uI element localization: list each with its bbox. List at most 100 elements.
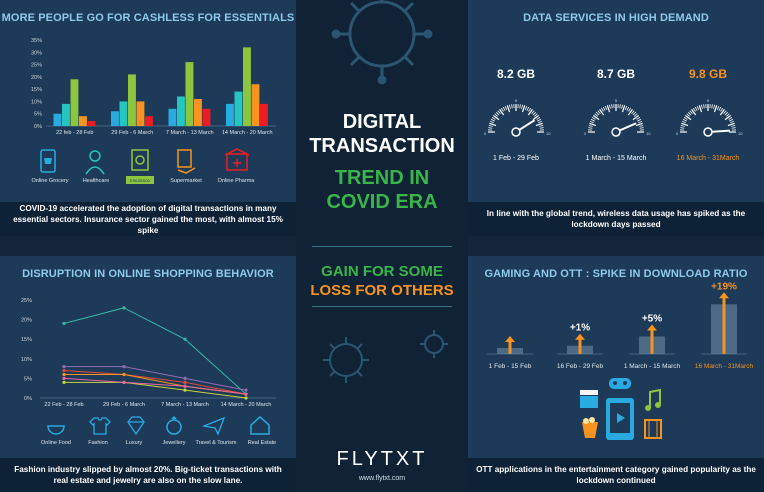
cashless-caption: COVID-19 accelerated the adoption of dig… (0, 202, 296, 236)
bar (79, 116, 87, 126)
legend-label: Fashion (88, 440, 108, 446)
gauge-tick (597, 110, 601, 115)
bar (194, 98, 202, 126)
center-column: DIGITAL TRANSACTION TREND IN COVID ERA G… (296, 0, 468, 492)
gauge-tick (589, 122, 597, 127)
gaming-title: GAMING AND OTT : SPIKE IN DOWNLOAD RATIO (484, 268, 748, 280)
gauge-period: 1 March - 15 March (586, 155, 647, 162)
series-point (122, 380, 126, 384)
ring-icon (166, 416, 182, 435)
gauge-tick (637, 118, 642, 122)
gauge-tick (589, 120, 594, 124)
gauge-period: 1 Feb - 29 Feb (493, 155, 539, 162)
gauge-tick (724, 115, 732, 121)
gaming-panel: GAMING AND OTT : SPIKE IN DOWNLOAD RATIO… (468, 256, 764, 492)
center-title-line1: DIGITAL (342, 111, 422, 133)
x-tick-label: 7 March - 13 March (161, 402, 209, 408)
legend-label: Online Grocery (32, 178, 69, 184)
gauge-tick (635, 122, 643, 127)
bar (87, 121, 96, 126)
gaming-caption: OTT applications in the entertainment ca… (468, 458, 764, 492)
gauge-tick (601, 107, 604, 112)
gauge-tick (494, 113, 499, 117)
gauge-tick (728, 117, 733, 120)
gem-icon (127, 416, 145, 436)
legend-label: Jewellery (163, 440, 186, 446)
center-title-line3: TREND IN (334, 167, 430, 189)
gauge-tick (633, 113, 638, 117)
gauge-tick (731, 125, 736, 127)
gauge-tick (731, 127, 736, 129)
series-point (183, 388, 187, 392)
gauge-tick (539, 125, 544, 127)
data-services-caption: In line with the global trend, wireless … (468, 202, 764, 236)
y-tick-label: 10% (21, 357, 32, 363)
arrow-head (719, 292, 729, 299)
series-point (62, 321, 66, 326)
gauge-hub (511, 127, 521, 137)
website-url[interactable]: www.flytxt.com (358, 475, 406, 482)
gauge-tick (636, 117, 641, 120)
legend-label: Supermarket (170, 178, 202, 184)
y-tick-label: 15% (31, 87, 42, 93)
y-tick-label: 0% (34, 124, 42, 130)
bar-label: +5% (642, 314, 662, 325)
series-point (122, 365, 126, 369)
gauge-tick (724, 111, 729, 116)
gauge-tick (698, 105, 703, 113)
gauge-tick (713, 104, 715, 109)
series-point (183, 376, 187, 380)
gauge-tick (606, 105, 611, 113)
gauge-tick (488, 125, 493, 127)
gauge-mid: 5 (515, 98, 518, 103)
gauge-tick (506, 105, 511, 113)
flytxt-logo: FLYTXT (336, 448, 428, 470)
x-tick-label: 16 March - 31March (695, 363, 754, 370)
gauge-tick (490, 118, 495, 122)
gauge-tick (716, 105, 720, 110)
shopping-panel: DISRUPTION IN ONLINE SHOPPING BEHAVIOR 0… (0, 256, 296, 492)
gauge-tick (528, 107, 531, 112)
doctor-icon (85, 150, 105, 175)
data-services-panel: DATA SERVICES IN HIGH DEMAND 8.2 GB 0 5 10 1… (468, 0, 764, 236)
gaming-icons (580, 378, 662, 440)
gauge-tick (693, 107, 696, 112)
y-tick-label: 20% (31, 75, 42, 81)
y-tick-label: 25% (31, 63, 42, 69)
gauge-tick (492, 115, 500, 121)
bar (70, 79, 79, 126)
gauge-tick (497, 110, 501, 115)
gauge-tick (491, 117, 496, 120)
gauge-tick (532, 115, 540, 121)
gauge-tick (538, 120, 543, 124)
gauge-tick (521, 104, 523, 109)
gauge-tick (694, 106, 698, 111)
shopping-title: DISRUPTION IN ONLINE SHOPPING BEHAVIOR (22, 268, 274, 280)
series-point (122, 306, 126, 310)
gauge-tick (521, 105, 526, 113)
cashless-bar-chart: 0% 5% 10% 15% 20% 25% 30% 35% 22 feb - 28 Feb 29 … (31, 38, 276, 184)
arrow-head (575, 333, 585, 340)
bar (185, 62, 194, 126)
bar (53, 113, 62, 126)
x-tick-label: 1 Feb - 15 Feb (489, 363, 532, 370)
shirt-icon (89, 417, 111, 435)
gauge-tick (595, 111, 600, 116)
y-tick-label: 35% (31, 38, 42, 44)
gauge-tick (631, 110, 635, 115)
gauge-value: 8.2 GB (497, 67, 535, 81)
bar (136, 101, 145, 126)
gauge-tick (639, 125, 644, 127)
series-line (64, 381, 247, 399)
bar (226, 103, 234, 126)
series-line (63, 370, 247, 395)
gauge-tick (626, 106, 630, 111)
gauge-tick (588, 127, 593, 129)
phone-play-icon (606, 398, 634, 440)
cashless-icons (40, 148, 250, 175)
gauge-tick (681, 122, 689, 127)
gauge-tick (599, 108, 605, 116)
gauge-tick (526, 106, 530, 111)
legend-highlight (126, 176, 154, 184)
data-gauges: 8.2 GB 0 5 10 1 Feb - 29 Feb 8.7 GB 0 5 10 1 Marc… (484, 67, 743, 162)
